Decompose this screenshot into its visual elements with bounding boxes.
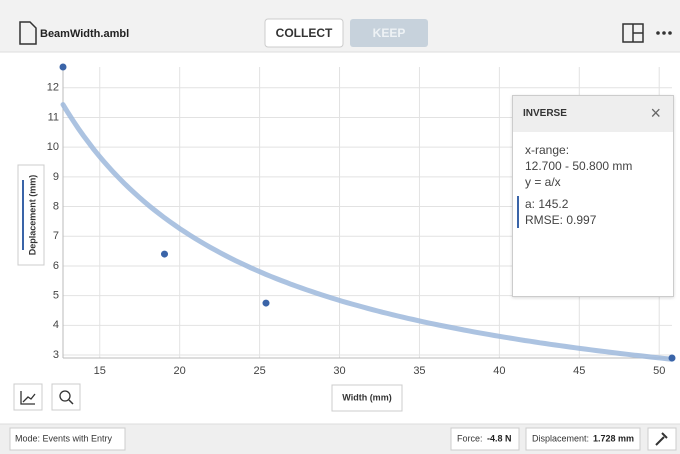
y-tick-label: 4 [53,319,59,331]
mode-text: Mode: Events with Entry [15,433,113,443]
displacement-box[interactable] [525,427,641,451]
keep-label[interactable]: KEEP [373,26,406,40]
x-tick-label: 35 [413,365,425,377]
fit-panel: INVERSE × x-range: 12.700 - 50.800 mm y … [512,95,674,297]
y-tick-label: 11 [48,111,59,123]
y-tick-label: 8 [53,200,59,212]
file-name: BeamWidth.ambl [40,28,129,40]
fit-rmse: RMSE: 0.997 [525,213,597,227]
fit-panel-header: INVERSE × [513,96,673,132]
data-point [59,63,67,71]
fit-body: x-range: 12.700 - 50.800 mm y = a/x a: 1… [513,132,673,228]
force-box[interactable] [450,427,520,451]
zoom-icon [59,390,71,402]
collect-label[interactable]: COLLECT [276,26,333,40]
y-tick-label: 9 [53,171,59,183]
keep-button[interactable] [350,19,428,47]
force-label: Force: [457,433,483,443]
fit-curve [60,102,675,362]
x-tick-label: 20 [174,365,186,377]
fit-range-label: x-range: [525,143,570,157]
y-tick-label: 7 [53,230,59,242]
x-tick-label: 25 [253,365,265,377]
collect-button[interactable] [264,18,344,48]
menu-icon[interactable] [656,31,672,35]
displacement-value: 1.728 mm [593,433,634,443]
data-point [262,299,270,307]
fit-params: a: 145.2 RMSE: 0.997 [517,196,661,228]
x-axis-label: Width (mm) [342,392,391,402]
y-tick-label: 3 [53,349,59,361]
zoom-icon-handle [68,399,74,405]
mode-box[interactable] [9,427,126,451]
y-tick-label: 6 [53,260,59,272]
x-tick-label: 50 [653,365,665,377]
zoom-button[interactable] [51,383,81,411]
fit-equation: y = a/x [525,175,561,189]
file-icon [19,21,37,45]
y-axis-label: Deplacement (mm) [27,175,37,256]
data-point [161,250,168,258]
y-tick-label: 12 [47,82,59,94]
force-value: -4.8 N [487,433,512,443]
data-point [668,354,676,362]
displacement-label: Displacement: [532,433,589,443]
x-tick-label: 45 [573,365,585,377]
y-tick-label: 5 [53,290,59,302]
fit-title: INVERSE [523,108,567,119]
x-tick-label: 40 [493,365,505,377]
tools-icon [655,432,668,446]
fit-coefficient: a: 145.2 [525,197,569,211]
x-tick-label: 15 [94,365,106,377]
fit-close[interactable]: × [650,103,661,123]
y-tick-label: 10 [47,141,59,153]
graph-tool-icon [20,391,36,405]
x-tick-label: 30 [333,365,345,377]
x-label-box[interactable] [331,384,403,412]
fit-range: 12.700 - 50.800 mm [525,159,633,173]
